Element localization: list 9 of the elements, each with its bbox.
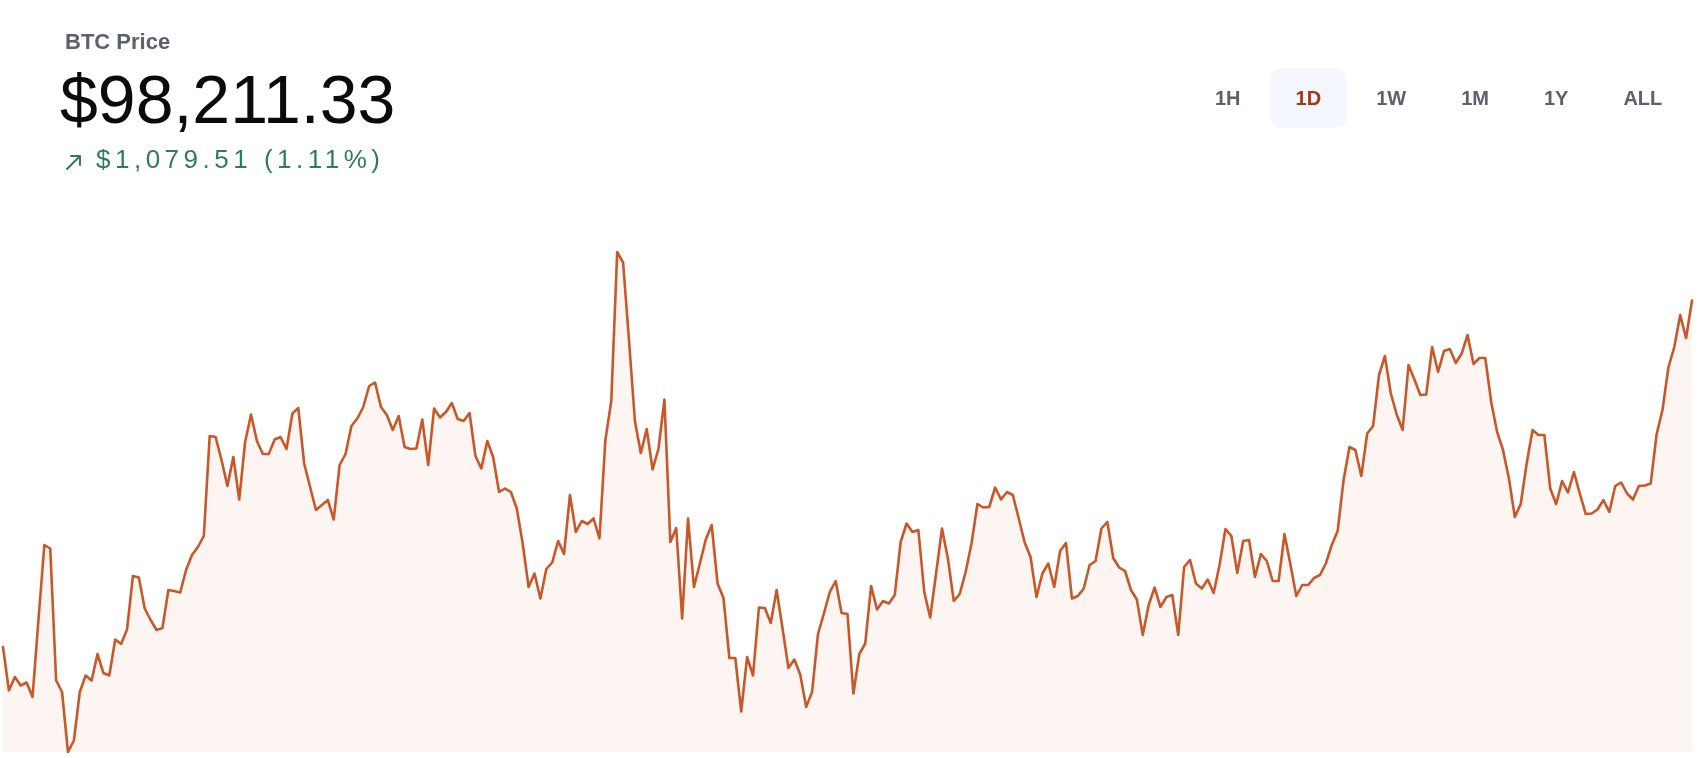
- text: 1Y: [1517, 68, 1595, 128]
- chart-title: BTC Price: [65, 29, 171, 54]
- text: 1D: [1269, 68, 1348, 128]
- chart-subtitle: $98,211.33: [60, 61, 396, 137]
- text: $1,079.51 (1.11%): [96, 144, 385, 174]
- text: 1H: [1189, 68, 1267, 128]
- text: 1M: [1435, 68, 1515, 128]
- text: ALL: [1597, 68, 1689, 128]
- text: 1W: [1350, 68, 1433, 128]
